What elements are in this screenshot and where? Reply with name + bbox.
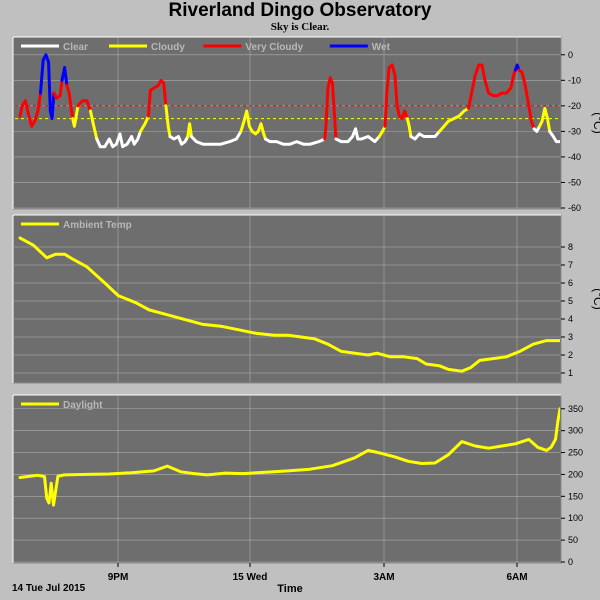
y-tick-label: 7 bbox=[568, 260, 573, 270]
y-tick-label: -20 bbox=[568, 101, 581, 111]
sky-status-subtitle: Sky is Clear. bbox=[270, 21, 330, 33]
start-date-label: 14 Tue Jul 2015 bbox=[12, 583, 86, 594]
legend-label: Very Cloudy bbox=[245, 42, 303, 53]
chart-title: Riverland Dingo Observatory bbox=[168, 0, 432, 21]
series-line bbox=[18, 236, 560, 373]
y-tick-label: 4 bbox=[568, 314, 573, 324]
series-line-segment bbox=[168, 135, 190, 146]
y-tick-label: 200 bbox=[568, 469, 583, 479]
y-tick-label: 0 bbox=[568, 557, 573, 567]
series-line-segment bbox=[76, 99, 92, 113]
y-tick-label: -10 bbox=[568, 75, 581, 85]
x-axis-label: Time bbox=[277, 583, 303, 595]
series-line-segment bbox=[405, 117, 413, 138]
legend-label: Clear bbox=[63, 42, 88, 53]
y-axis-unit: (°C) bbox=[591, 288, 600, 309]
y-tick-label: 1 bbox=[568, 368, 573, 378]
series-line bbox=[18, 407, 560, 507]
series-line-segment bbox=[517, 68, 536, 131]
x-tick-label: 6AM bbox=[506, 572, 527, 583]
series-line-segment bbox=[532, 124, 541, 133]
y-axis-unit: (°C) bbox=[591, 112, 600, 133]
series-line-segment bbox=[538, 106, 552, 133]
series-line-segment bbox=[95, 129, 142, 149]
series-line-segment bbox=[71, 104, 80, 128]
y-tick-label: -50 bbox=[568, 177, 581, 187]
y-tick-label: 5 bbox=[568, 296, 573, 306]
panel-ambient: 8 7 6 5 4 3 2 1 (°C) Ambient Temp bbox=[12, 214, 600, 384]
y-tick-label: 0 bbox=[568, 50, 573, 60]
series-line-segment bbox=[438, 106, 470, 133]
series-line-segment bbox=[65, 83, 75, 121]
legend-label: Daylight bbox=[63, 400, 103, 411]
series-line-segment bbox=[139, 114, 150, 133]
legend-label: Ambient Temp bbox=[63, 220, 132, 231]
series-line-segment bbox=[377, 124, 387, 138]
panel-background bbox=[12, 214, 562, 384]
y-tick-label: 3 bbox=[568, 332, 573, 342]
series-line-segment bbox=[18, 91, 42, 128]
series-line-segment bbox=[164, 104, 172, 138]
y-tick-label: -60 bbox=[568, 203, 581, 213]
y-tick-label: -30 bbox=[568, 126, 581, 136]
panel-background bbox=[12, 394, 562, 564]
series-line-segment bbox=[513, 63, 521, 72]
series-line-segment bbox=[52, 78, 64, 100]
series-line-segment bbox=[264, 137, 327, 146]
series-line-segment bbox=[147, 78, 168, 118]
series-line-segment bbox=[189, 129, 243, 146]
panel-daylight: 350 300 250 200 150 100 50 0 Daylight bbox=[12, 394, 583, 567]
x-tick-label: 3AM bbox=[373, 572, 394, 583]
y-tick-label: 100 bbox=[568, 513, 583, 523]
series-line-segment bbox=[334, 127, 381, 144]
series-line-segment bbox=[239, 109, 267, 141]
series-line-segment bbox=[186, 122, 193, 138]
y-tick-label: 350 bbox=[568, 404, 583, 414]
y-tick-label: 300 bbox=[568, 426, 583, 436]
y-tick-label: 250 bbox=[568, 448, 583, 458]
y-tick-label: 6 bbox=[568, 278, 573, 288]
y-tick-label: 8 bbox=[568, 242, 573, 252]
series-line-segment bbox=[467, 63, 517, 110]
legend-label: Wet bbox=[372, 42, 391, 53]
x-tick-label: 15 Wed bbox=[233, 572, 268, 583]
series-line-segment bbox=[89, 109, 99, 141]
panel-background bbox=[12, 36, 562, 210]
series-line-segment bbox=[39, 53, 56, 121]
y-tick-label: 150 bbox=[568, 491, 583, 501]
panel-sky: 0 -10 -20 -30 -40 -50 -60 (°C) Clear Cloudy Very C… bbox=[12, 36, 600, 213]
y-tick-label: 50 bbox=[568, 535, 578, 545]
series-line-segment bbox=[383, 63, 409, 128]
legend-label: Cloudy bbox=[151, 42, 185, 53]
x-tick-label: 9PM bbox=[108, 572, 129, 583]
y-tick-label: 2 bbox=[568, 350, 573, 360]
series-line-segment bbox=[548, 129, 560, 144]
series-line-segment bbox=[409, 129, 441, 141]
series-line-segment bbox=[323, 76, 338, 141]
y-tick-label: -40 bbox=[568, 152, 581, 162]
series-line-segment bbox=[60, 66, 69, 87]
